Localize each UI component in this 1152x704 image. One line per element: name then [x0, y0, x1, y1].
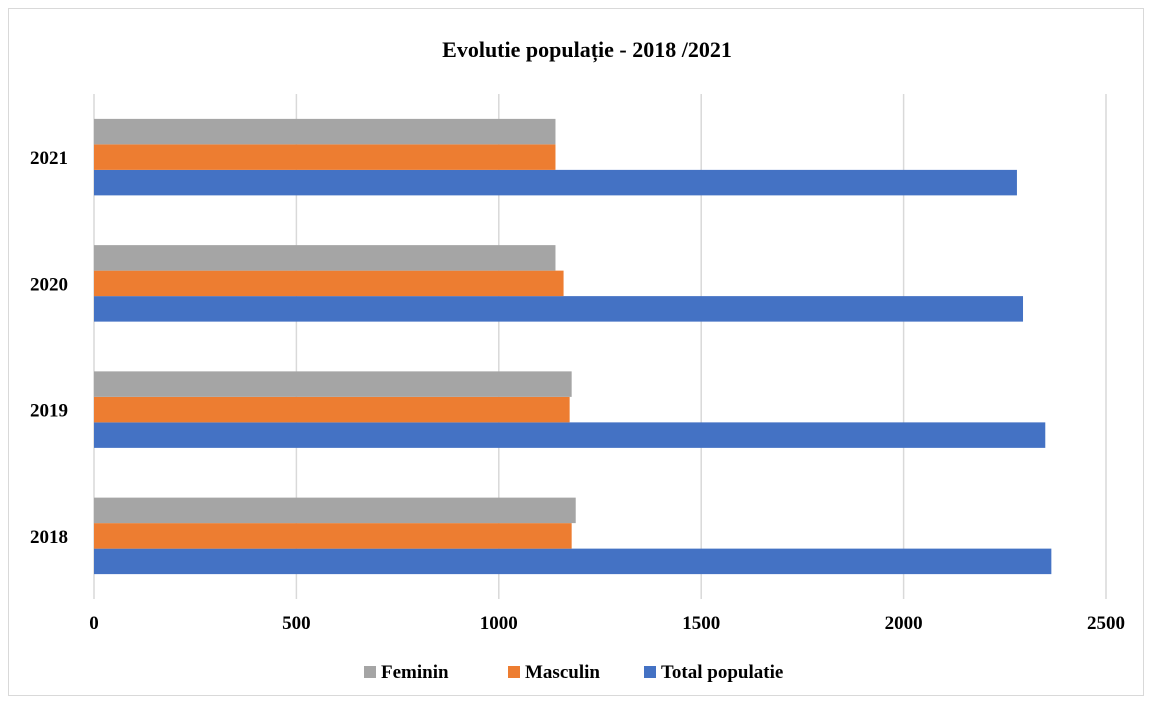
chart-title: Evolutie populație - 2018 /2021 [442, 37, 732, 63]
legend-label: Feminin [381, 662, 449, 683]
bar-total-populatie-2018 [94, 548, 1052, 575]
bar-feminin-2019 [94, 371, 572, 397]
legend-label: Masculin [525, 662, 600, 683]
legend-swatch-masculin [508, 666, 520, 678]
y-category-label: 2019 [30, 401, 68, 422]
bar-masculin-2020 [94, 270, 564, 297]
bar-total-populatie-2019 [94, 422, 1046, 448]
x-tick-label: 1000 [480, 613, 518, 634]
x-tick-label: 1500 [682, 613, 720, 634]
bar-feminin-2018 [94, 497, 576, 524]
legend-swatch-feminin [364, 666, 376, 678]
chart-frame: Evolutie populație - 2018 /2021 2018 2019… [8, 8, 1144, 696]
bars [94, 118, 1052, 575]
bar-masculin-2019 [94, 396, 570, 423]
x-tick-label: 2500 [1087, 613, 1125, 634]
bar-chart: Evolutie populație - 2018 /2021 2018 2019… [30, 37, 1125, 683]
y-axis-labels: 2018 2019 2020 2021 [30, 148, 68, 548]
x-tick-label: 2000 [885, 613, 923, 634]
y-category-label: 2018 [30, 527, 68, 548]
bar-masculin-2021 [94, 144, 556, 170]
legend-label: Total populatie [661, 662, 783, 683]
legend-swatch-total-populatie [644, 666, 656, 678]
y-category-label: 2020 [30, 274, 68, 295]
bar-feminin-2020 [94, 245, 556, 271]
bar-total-populatie-2021 [94, 169, 1017, 196]
x-axis-tick-labels: 0 500 1000 1500 2000 2500 [89, 613, 1125, 634]
x-tick-label: 500 [282, 613, 311, 634]
y-category-label: 2021 [30, 148, 68, 169]
x-tick-label: 0 [89, 613, 99, 634]
legend: Feminin Masculin Total populatie [364, 662, 783, 683]
bar-feminin-2021 [94, 118, 556, 145]
bar-total-populatie-2020 [94, 296, 1024, 322]
bar-masculin-2018 [94, 523, 572, 549]
